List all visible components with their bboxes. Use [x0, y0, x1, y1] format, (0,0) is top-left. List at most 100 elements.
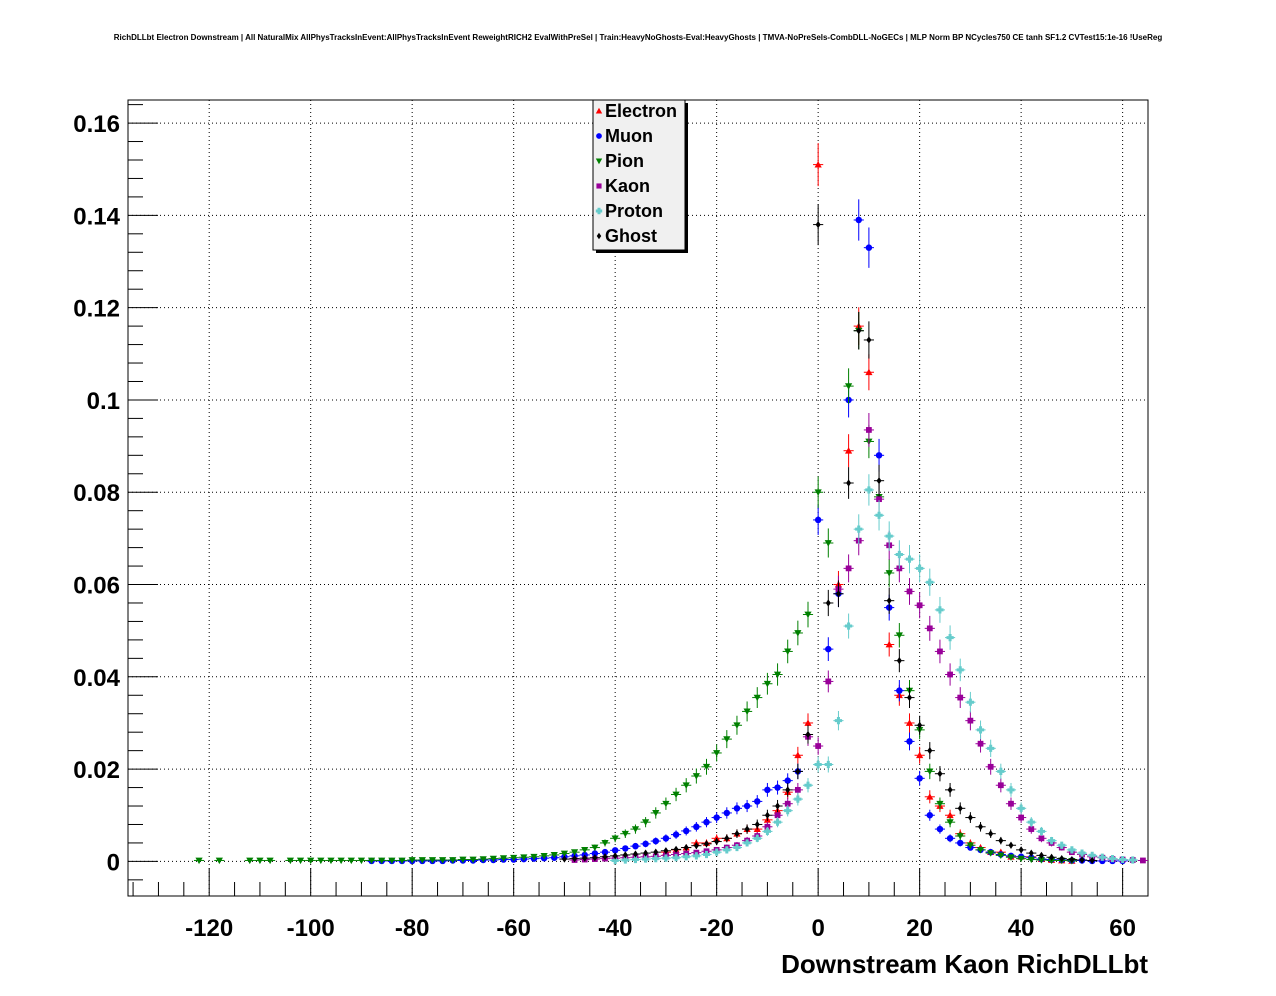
data-point	[682, 782, 690, 789]
data-point	[449, 857, 457, 864]
data-point	[459, 856, 467, 864]
data-point	[815, 220, 821, 229]
data-point	[774, 812, 781, 819]
data-point	[804, 611, 812, 619]
data-point	[937, 648, 943, 655]
data-point	[905, 719, 914, 726]
data-point	[916, 775, 923, 782]
data-point	[926, 768, 934, 776]
x-tick-label: -80	[395, 915, 430, 942]
data-point	[784, 648, 792, 656]
data-point	[692, 852, 700, 860]
series-kaon	[569, 413, 1148, 864]
data-point	[702, 850, 711, 859]
data-point	[1058, 841, 1066, 849]
data-point	[926, 625, 933, 632]
data-point	[418, 857, 426, 864]
data-point	[540, 852, 548, 860]
data-point	[1017, 855, 1025, 863]
data-point	[1129, 856, 1137, 864]
data-point	[1008, 800, 1014, 807]
data-point	[550, 852, 558, 859]
data-point	[794, 786, 801, 793]
data-point	[966, 698, 974, 706]
data-point	[591, 844, 599, 852]
data-point	[612, 852, 618, 860]
data-point	[785, 786, 791, 794]
data-point	[703, 840, 710, 848]
data-point	[1068, 846, 1076, 854]
data-point	[1098, 853, 1106, 861]
data-point	[916, 564, 924, 572]
legend: Electron Muon Pion Kaon Proton Ghost	[592, 99, 688, 253]
data-point	[804, 781, 812, 789]
data-point	[865, 368, 873, 376]
data-point	[956, 833, 964, 840]
data-point	[296, 857, 305, 865]
data-point	[794, 751, 802, 759]
legend-marker	[595, 107, 603, 114]
data-point	[703, 818, 710, 826]
data-point	[388, 857, 396, 865]
data-point	[866, 336, 872, 344]
data-point	[1028, 849, 1034, 857]
data-point	[682, 827, 690, 835]
data-point	[1018, 814, 1025, 821]
data-point	[936, 606, 944, 614]
x-tick-label: -120	[185, 915, 233, 942]
legend-entry-kaon: Kaon	[596, 176, 650, 196]
data-point	[733, 722, 741, 729]
data-point	[946, 835, 954, 842]
data-point	[1140, 857, 1146, 864]
data-point	[1038, 851, 1044, 859]
x-tick-label: 60	[1109, 915, 1136, 942]
data-point	[1047, 837, 1056, 845]
data-point	[946, 811, 954, 819]
data-point	[927, 747, 933, 755]
data-point	[865, 244, 873, 251]
data-point	[662, 800, 670, 808]
y-tick-label: 0.02	[73, 757, 120, 784]
data-point	[632, 850, 638, 858]
data-point	[896, 687, 903, 694]
y-tick-label: 0.06	[73, 573, 120, 600]
data-point	[937, 770, 943, 778]
data-point	[795, 767, 801, 776]
data-point	[856, 327, 862, 335]
data-point	[906, 693, 913, 702]
data-point	[773, 671, 782, 679]
legend-entry-pion: Pion	[595, 151, 644, 171]
data-point	[763, 827, 772, 835]
data-point	[916, 602, 923, 609]
data-point	[957, 694, 964, 701]
data-point	[662, 854, 670, 862]
data-point	[1007, 786, 1015, 794]
data-point	[734, 830, 740, 838]
data-point	[723, 736, 731, 743]
data-point	[774, 784, 781, 791]
x-axis-label: Downstream Kaon RichDLLbt	[781, 949, 1148, 979]
data-point	[643, 849, 649, 857]
data-point	[702, 763, 711, 771]
data-point	[916, 751, 924, 759]
data-point	[794, 630, 802, 637]
data-point	[733, 805, 741, 812]
data-point	[561, 855, 567, 863]
data-point	[825, 645, 832, 653]
y-tick-label: 0.08	[73, 480, 120, 507]
data-point	[1059, 855, 1065, 863]
data-point	[327, 857, 335, 865]
data-point	[743, 802, 751, 810]
x-tick-label: -40	[598, 915, 633, 942]
data-point	[479, 856, 487, 863]
data-point	[957, 804, 963, 812]
data-point	[1078, 849, 1086, 857]
data-point	[672, 854, 680, 862]
data-point	[652, 810, 660, 817]
data-point	[855, 525, 863, 533]
data-point	[693, 842, 699, 850]
legend-label: Muon	[605, 126, 653, 146]
data-point	[844, 622, 853, 630]
data-point	[672, 791, 680, 799]
data-point	[1037, 857, 1046, 864]
